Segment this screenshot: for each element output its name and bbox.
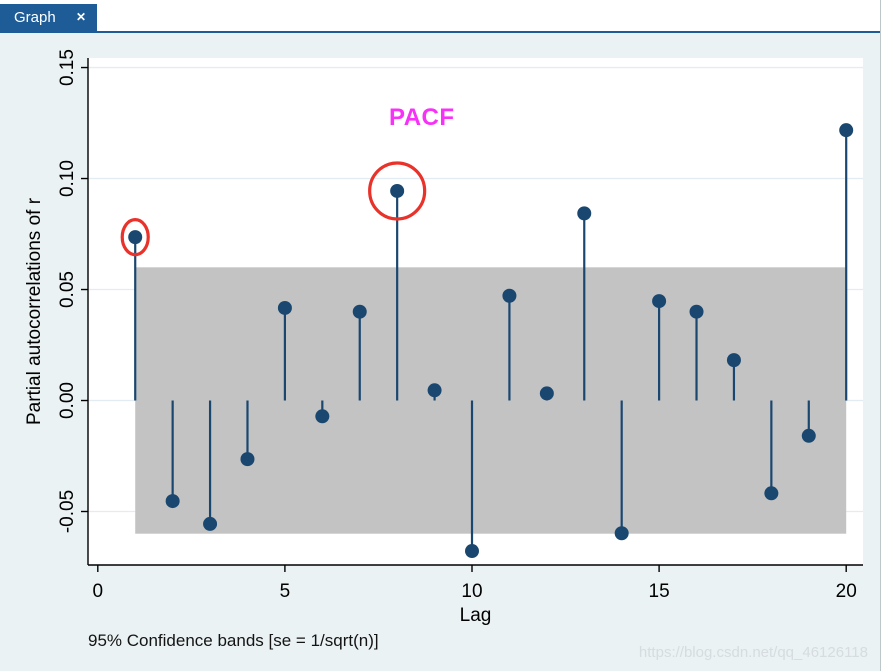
chart-annotation-pacf: PACF [389,104,455,131]
data-point-lag-6 [315,409,330,424]
tab-label: Graph [14,9,56,26]
graph-canvas: 0 5 10 15 20 0.15 0.10 0.05 0.00 -0.05 Lag Partial … [0,33,880,671]
y-tick-label: 0.10 [57,160,78,197]
data-point-lag-4 [240,452,255,467]
highlight-circle-lag-8 [368,161,427,221]
data-point-lag-16 [689,304,704,319]
y-tick-label: 0.05 [57,271,78,308]
y-axis-title: Partial autocorrelations of r [24,197,45,425]
data-point-lag-7 [352,304,367,319]
x-tick-label: 10 [461,581,482,602]
data-point-lag-11 [502,288,517,303]
data-point-lag-3 [203,516,218,531]
data-point-lag-18 [764,486,779,501]
tab-bar: Graph ✕ [0,0,880,33]
x-tick-label: 15 [649,581,670,602]
data-point-lag-13 [577,206,592,221]
data-point-lag-20 [839,123,854,138]
data-point-lag-9 [427,383,442,398]
tab-graph[interactable]: Graph ✕ [0,4,97,31]
x-tick-label: 0 [93,581,104,602]
watermark: https://blog.csdn.net/qq_46126118 [638,644,868,661]
data-point-lag-17 [726,353,741,368]
data-point-lag-12 [539,386,554,401]
data-point-lag-1 [128,230,143,245]
data-point-lag-19 [801,428,816,443]
y-tick-label: 0.00 [57,382,78,419]
chart-caption: 95% Confidence bands [se = 1/sqrt(n)] [88,631,379,650]
data-point-lag-14 [614,526,629,541]
x-tick-label: 5 [280,581,291,602]
data-point-lag-8 [390,183,405,198]
x-axis-title: Lag [460,605,492,626]
pacf-chart: 0 5 10 15 20 0.15 0.10 0.05 0.00 -0.05 Lag Partial … [24,49,863,626]
y-tick-label: 0.15 [57,49,78,86]
highlight-circle-lag-1 [120,218,150,257]
close-icon[interactable]: ✕ [75,10,86,24]
data-point-lag-2 [165,494,180,509]
data-point-lag-15 [652,294,667,309]
y-tick-label: -0.05 [57,490,78,533]
data-point-lag-10 [465,544,480,559]
x-tick-label: 20 [836,581,857,602]
confidence-band [135,267,847,534]
data-point-lag-5 [277,300,292,315]
